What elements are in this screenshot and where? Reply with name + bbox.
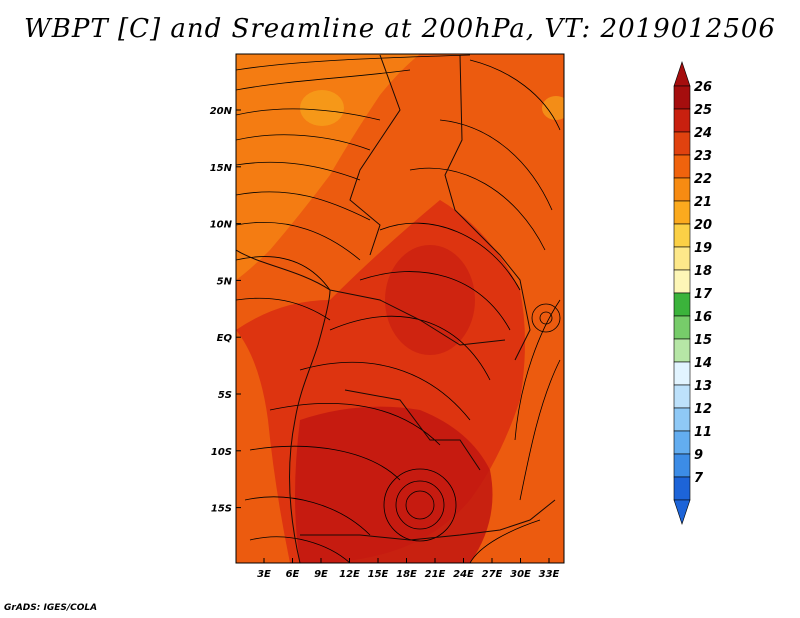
lon-label: 12E — [339, 569, 360, 580]
colorbar-label: 16 — [694, 310, 712, 325]
colorbar-label: 7 — [694, 471, 704, 486]
lat-label: 10N — [210, 220, 233, 231]
map-title: WBPT [C] and Sreamline at 200hPa, VT: 20… — [24, 14, 776, 44]
lon-label: 18E — [396, 569, 417, 580]
colorbar-swatch — [673, 315, 691, 340]
colorbar-top-cap — [673, 61, 691, 87]
colorbar-label: 11 — [694, 425, 712, 440]
colorbar-swatch — [673, 85, 691, 110]
colorbar-swatch — [673, 131, 691, 156]
wbpt-field-south-25 — [295, 406, 493, 563]
colorbar-swatch — [673, 108, 691, 133]
colorbar-swatch — [673, 177, 691, 202]
colorbar-label: 13 — [694, 379, 712, 394]
colorbar-swatch — [673, 246, 691, 271]
colorbar-label: 21 — [694, 195, 712, 210]
lon-label: 21E — [425, 569, 446, 580]
country-borders — [236, 54, 556, 563]
lon-label: 27E — [482, 569, 503, 580]
wbpt-field-sw-23 — [236, 330, 290, 563]
colorbar-swatch — [673, 154, 691, 179]
colorbar-label: 14 — [694, 356, 712, 371]
grads-credit: GrADS: IGES/COLA — [4, 603, 98, 613]
streamlines — [236, 54, 561, 563]
colorbar-label: 23 — [694, 149, 712, 164]
lon-label: 9E — [314, 569, 328, 580]
lon-label: 6E — [286, 569, 300, 580]
lon-label: 33E — [539, 569, 560, 580]
colorbar-label: 24 — [694, 126, 712, 141]
lon-label: 24E — [453, 569, 474, 580]
colorbar-label: 25 — [694, 103, 712, 118]
wbpt-field-core-25 — [385, 245, 475, 355]
lat-label: EQ — [217, 333, 233, 344]
lat-label: 5S — [218, 390, 232, 401]
map-frame — [235, 53, 565, 564]
colorbar-bottom-cap — [673, 499, 691, 525]
colorbar-label: 12 — [694, 402, 712, 417]
colorbar-swatch — [673, 430, 691, 455]
colorbar-label: 17 — [694, 287, 713, 302]
latitude-ticks: 20N 15N 10N 5N EQ 5S 10S 15S — [210, 106, 241, 515]
colorbar-label: 18 — [694, 264, 712, 279]
colorbar-swatch — [673, 269, 691, 294]
lat-label: 15S — [211, 504, 232, 515]
lat-label: 20N — [210, 106, 233, 117]
colorbar-label: 26 — [694, 80, 712, 95]
lon-label: 30E — [510, 569, 531, 580]
lat-label: 15N — [210, 163, 233, 174]
wbpt-field-warm-21 — [300, 90, 344, 126]
lon-label: 3E — [257, 569, 271, 580]
wbpt-field-warm-21-east — [542, 96, 564, 120]
colorbar-label: 20 — [694, 218, 712, 233]
colorbar-swatch — [673, 200, 691, 225]
colorbar-label: 22 — [694, 172, 712, 187]
colorbar-label: 9 — [694, 448, 703, 463]
lon-label: 15E — [368, 569, 389, 580]
colorbar-swatch — [673, 361, 691, 386]
colorbar-swatch — [673, 407, 691, 432]
colorbar-swatch — [673, 384, 691, 409]
colorbar-swatch — [673, 476, 691, 501]
lat-label: 5N — [217, 276, 233, 287]
colorbar-swatch — [673, 223, 691, 248]
colorbar-label: 19 — [694, 241, 712, 256]
colorbar-swatch — [673, 453, 691, 478]
colorbar-swatch — [673, 338, 691, 363]
longitude-ticks: 3E 6E 9E 12E 15E 18E 21E 24E 27E 30E 33E — [257, 558, 560, 580]
lat-label: 10S — [211, 447, 232, 458]
colorbar-label: 15 — [694, 333, 712, 348]
colorbar-swatch — [673, 292, 691, 317]
